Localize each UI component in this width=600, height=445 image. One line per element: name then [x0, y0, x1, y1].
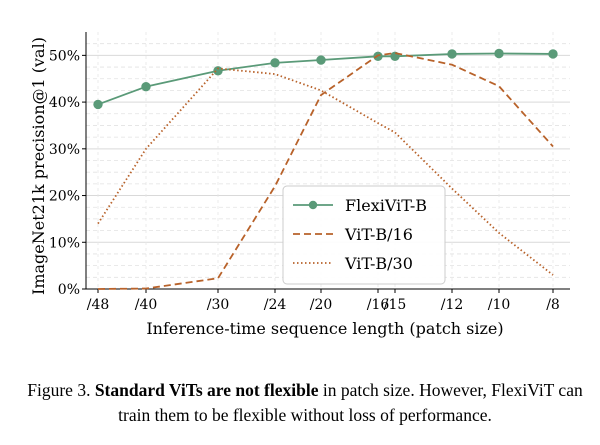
x-tick-label: /15 — [384, 297, 407, 313]
data-point — [447, 49, 457, 59]
y-tick-label: 0% — [58, 282, 80, 298]
data-point — [548, 49, 558, 59]
legend-label: ViT-B/16 — [344, 225, 413, 244]
data-point — [270, 58, 280, 68]
x-tick-label: /24 — [264, 297, 287, 313]
legend-label: FlexiViT-B — [345, 196, 427, 215]
axes — [82, 32, 570, 293]
caption-prefix: Figure 3. — [27, 380, 95, 400]
legend: FlexiViT-B ViT-B/16 ViT-B/30 — [282, 185, 446, 285]
y-tick-label: 20% — [49, 189, 80, 205]
y-tick-label: 50% — [49, 48, 80, 64]
series-line-vit-b-30 — [97, 67, 554, 276]
y-tick-label: 40% — [49, 95, 80, 111]
data-point — [141, 81, 151, 92]
x-axis-label: Inference-time sequence length (patch si… — [146, 319, 503, 338]
x-tick-label: /16 — [367, 297, 390, 313]
data-point — [494, 48, 504, 59]
series-line-flexivit-b — [97, 52, 554, 106]
y-tick-label: 30% — [49, 142, 80, 158]
data-point — [93, 99, 103, 110]
legend-box — [282, 185, 446, 285]
x-tick-label: /8 — [546, 297, 560, 313]
legend-label: ViT-B/30 — [344, 254, 413, 273]
x-tick-label: /30 — [207, 297, 230, 313]
data-point — [213, 66, 223, 76]
chart: 0% 10% 20% 30% 40% 50% /48/40/30/24/20/16/15/1… — [29, 32, 570, 338]
caption-rest: in patch size. However, FlexiViT can tra… — [118, 380, 583, 425]
y-tick-label: 10% — [49, 235, 80, 251]
data-point — [316, 55, 326, 65]
y-axis-label: ImageNet21k precision@1 (val) — [29, 37, 48, 295]
x-tick-label: /48 — [87, 297, 110, 313]
x-tick-label: /20 — [310, 297, 333, 313]
series-line-vit-b-16 — [97, 52, 554, 290]
series-group — [93, 48, 558, 290]
figure-caption: Figure 3. Standard ViTs are not flexible… — [20, 378, 590, 428]
legend-marker — [308, 200, 318, 210]
x-tick-label: /12 — [441, 297, 464, 313]
x-tick-label: /10 — [488, 297, 511, 313]
x-tick-label: /40 — [135, 297, 158, 313]
tick-labels: 0% 10% 20% 30% 40% 50% /48/40/30/24/20/16/15/1… — [49, 48, 560, 313]
caption-bold: Standard ViTs are not flexible — [94, 380, 319, 400]
